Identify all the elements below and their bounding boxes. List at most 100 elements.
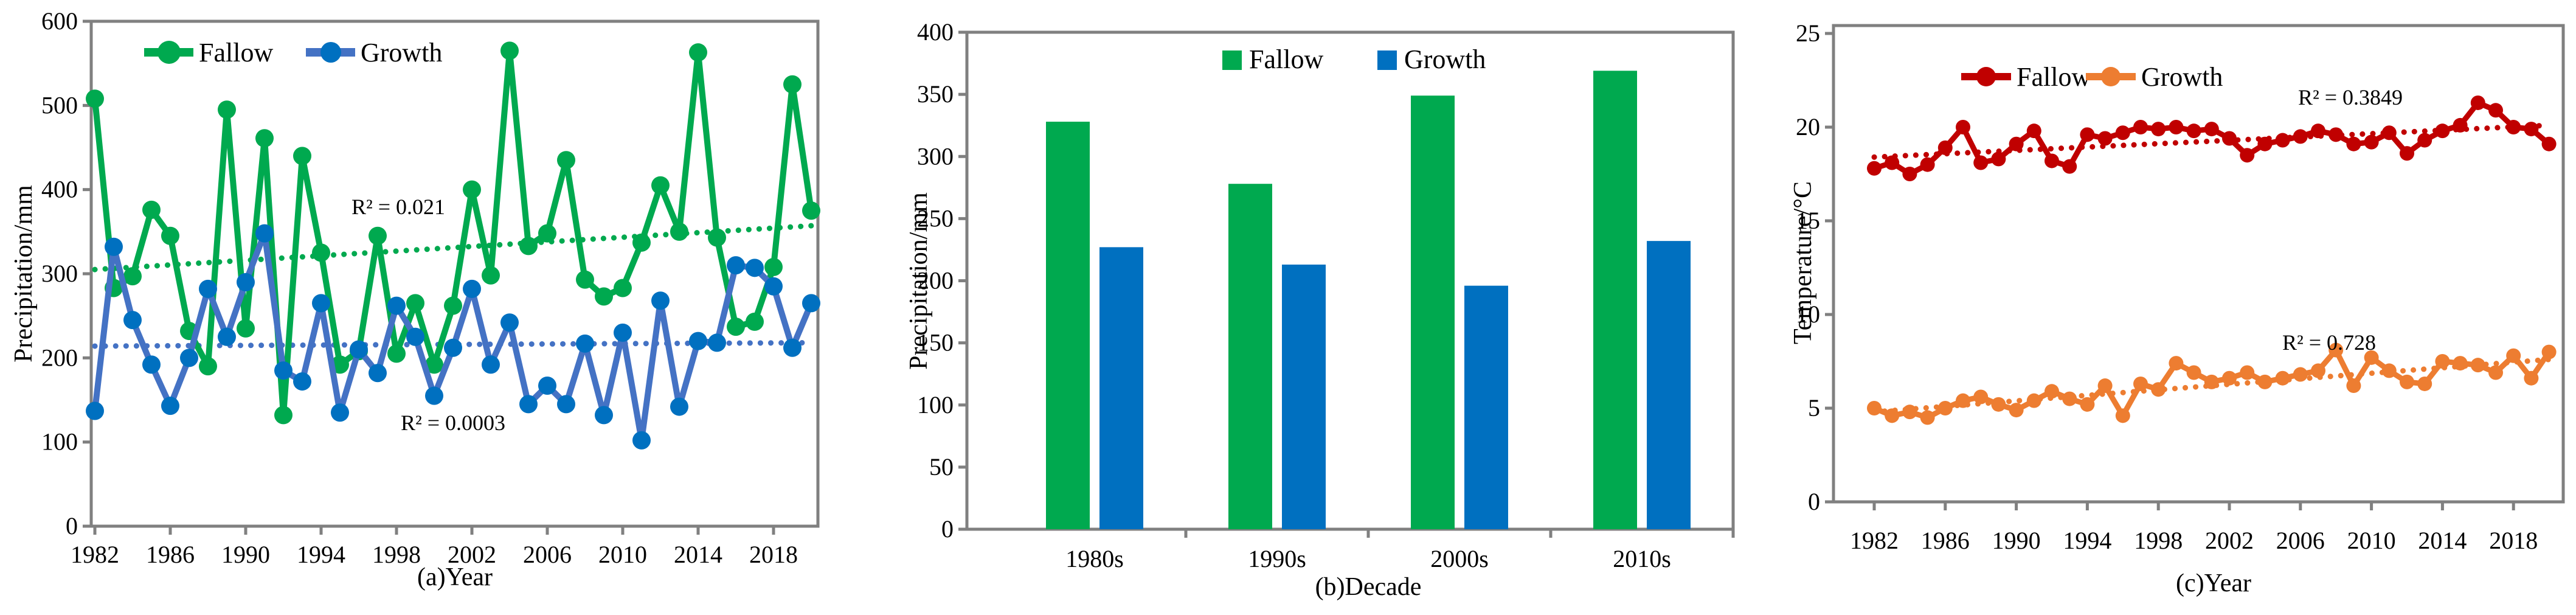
data-point-fallow — [2311, 123, 2325, 139]
chart-c-legend: Fallow Growth — [1961, 62, 2223, 92]
data-point-fallow — [632, 233, 651, 252]
legend-b-growth-label: Growth — [1404, 44, 1486, 74]
y-tick-label: 150 — [917, 329, 954, 356]
data-point-fallow — [2400, 146, 2414, 161]
data-point-fallow — [2417, 133, 2432, 148]
data-point-fallow — [2381, 125, 2397, 141]
chart-a-legend: Fallow Growth — [144, 38, 442, 68]
data-point-growth — [2062, 391, 2077, 406]
data-point-fallow — [651, 176, 670, 195]
data-point-fallow — [2186, 123, 2201, 139]
data-point-growth — [595, 406, 613, 425]
data-point-fallow — [2240, 148, 2255, 163]
data-point-growth — [802, 294, 820, 313]
data-point-fallow — [689, 43, 707, 62]
data-point-growth — [2311, 363, 2325, 378]
data-point-growth — [387, 296, 406, 315]
y-tick-label: 50 — [929, 453, 954, 481]
data-point-growth — [2541, 344, 2557, 360]
x-tick-label: 1990 — [1992, 527, 2041, 554]
data-point-fallow — [463, 180, 481, 199]
data-point-growth — [519, 395, 538, 414]
x-tick-label: 2002 — [2205, 527, 2254, 554]
x-tick-label: 1994 — [297, 541, 345, 568]
data-point-growth — [406, 327, 424, 346]
bar-fallow-1980s — [1046, 122, 1090, 529]
chart-b-plot: 0 50 100 150 200 250 300 350 400 1980s 1990s 2000s 2… — [917, 18, 1735, 572]
y-tick-label: 100 — [917, 391, 954, 419]
data-point-growth — [2240, 365, 2255, 380]
y-tick-label: 20 — [1796, 113, 1820, 141]
bar-fallow-1990s — [1228, 184, 1272, 529]
chart-b-y-axis-label: Precipitation/mm — [905, 192, 933, 370]
data-point-growth — [1991, 397, 2006, 412]
x-tick-label: 1990 — [221, 541, 270, 568]
data-point-fallow — [519, 237, 538, 255]
data-point-fallow — [199, 357, 217, 376]
data-point-fallow — [2080, 127, 2095, 142]
data-point-fallow — [2488, 103, 2503, 118]
x-tick-label: 1982 — [71, 541, 119, 568]
data-point-fallow — [2453, 117, 2468, 133]
x-tick-label: 2018 — [749, 541, 798, 568]
data-point-growth — [2381, 363, 2397, 378]
data-point-growth — [2045, 384, 2059, 399]
data-point-growth — [1956, 393, 1970, 408]
chart-c-svg: 0 5 10 15 20 25 1982 1986 1990 1994 1998 2002 2006 20… — [1789, 19, 2565, 597]
data-point-fallow — [293, 147, 311, 165]
bar-growth-1990s — [1282, 264, 1326, 529]
data-point-growth — [2453, 356, 2468, 371]
x-tick-label: 1986 — [1921, 527, 1970, 554]
data-point-fallow — [2364, 134, 2379, 150]
data-point-fallow — [2009, 136, 2024, 151]
data-point-growth — [1937, 401, 1953, 415]
data-point-growth — [727, 256, 745, 275]
y-tick-label: 350 — [917, 80, 954, 108]
y-tick-label: 400 — [41, 176, 78, 203]
data-point-fallow — [595, 287, 613, 306]
x-tick-label: 2010 — [2347, 527, 2396, 554]
chart-c-r2-fallow: R² = 0.3849 — [2298, 85, 2403, 109]
data-point-growth — [331, 403, 349, 422]
data-point-fallow — [406, 294, 424, 313]
data-point-growth — [1885, 408, 1900, 423]
legend-c-growth-label: Growth — [2141, 62, 2223, 92]
y-tick-label: 300 — [41, 260, 78, 287]
y-tick-label: 100 — [41, 428, 78, 456]
data-point-growth — [1973, 389, 1989, 405]
chart-c-y-axis-label: Temperature/°C — [1789, 181, 1817, 344]
data-point-growth — [689, 332, 707, 350]
data-point-fallow — [142, 200, 161, 219]
panel-c-temperature-by-year: 0 5 10 15 20 25 1982 1986 1990 1994 1998 2002 2006 20… — [1745, 0, 2576, 615]
data-point-growth — [538, 376, 556, 395]
data-point-growth — [576, 334, 594, 353]
x-tick-label: 2010s — [1613, 545, 1671, 572]
y-tick-label: 0 — [941, 515, 954, 543]
data-point-growth — [2435, 354, 2450, 369]
x-tick-label: 2018 — [2489, 527, 2538, 554]
chart-b-svg: 0 50 100 150 200 250 300 350 400 1980s 1990s 2000s 2… — [905, 18, 1735, 601]
data-point-growth — [2257, 374, 2273, 389]
data-point-fallow — [274, 406, 293, 425]
chart-a-r2-growth: R² = 0.0003 — [401, 411, 505, 435]
data-point-fallow — [1956, 120, 1970, 134]
data-point-growth — [425, 386, 443, 405]
data-point-fallow — [2151, 122, 2166, 137]
y-tick-label: 0 — [1808, 488, 1820, 515]
data-point-growth — [2364, 350, 2379, 365]
legend-a-fallow-marker — [158, 41, 181, 64]
data-point-growth — [500, 313, 519, 332]
data-point-fallow — [2026, 123, 2041, 139]
chart-c-x-axis-label: (c)Year — [2176, 569, 2251, 597]
data-point-growth — [2417, 376, 2432, 391]
data-point-fallow — [2346, 136, 2361, 151]
chart-a-plot: 0 100 200 300 400 500 600 1982 1986 1990 1994 1998 2… — [41, 7, 820, 568]
data-point-fallow — [2435, 123, 2450, 139]
chart-b-x-axis-label: (b)Decade — [1315, 573, 1422, 601]
legend-b-fallow-swatch — [1222, 50, 1242, 70]
data-point-growth — [2115, 408, 2130, 423]
data-point-growth — [105, 237, 123, 256]
x-tick-label: 1980s — [1065, 545, 1124, 572]
bar-growth-2010s — [1647, 241, 1691, 529]
